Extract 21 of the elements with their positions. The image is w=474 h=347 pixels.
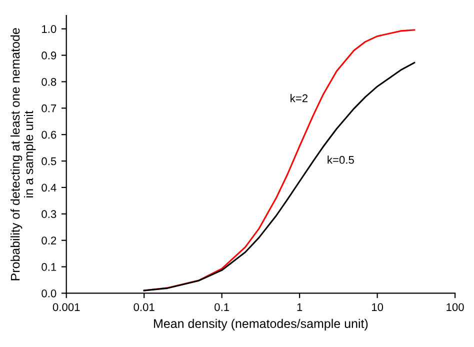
x-tick-label: 0.01 <box>134 303 154 312</box>
series-label: k=2 <box>290 94 308 102</box>
y-tick-label: 0.2 <box>42 236 56 244</box>
x-tick-label: 10 <box>372 303 384 312</box>
y-axis-title: Probability of detecting at least one nematode in a sample unit <box>10 28 36 280</box>
y-tick-label: 0.8 <box>42 78 56 86</box>
y-tick-label: 0.5 <box>42 157 56 166</box>
x-tick-label: 100 <box>446 303 464 312</box>
y-tick-label: 0.4 <box>42 184 56 192</box>
y-tick-label: 0.0 <box>42 289 56 298</box>
y-tick-label: 0.1 <box>42 263 56 271</box>
x-tick-label: 1 <box>297 303 302 311</box>
y-tick-label: 0.7 <box>42 104 56 112</box>
y-tick-label: 0.6 <box>42 130 56 139</box>
x-axis-title: Mean density (nematodes/sample unit) <box>154 318 368 331</box>
x-tick-label: 0.1 <box>214 303 230 312</box>
x-tick-label: 0.001 <box>52 303 80 312</box>
series-label: k=0.5 <box>328 156 354 164</box>
y-tick-label: 0.3 <box>42 210 56 218</box>
y-tick-label: 1.0 <box>42 25 56 33</box>
y-tick-label: 0.9 <box>42 52 56 60</box>
